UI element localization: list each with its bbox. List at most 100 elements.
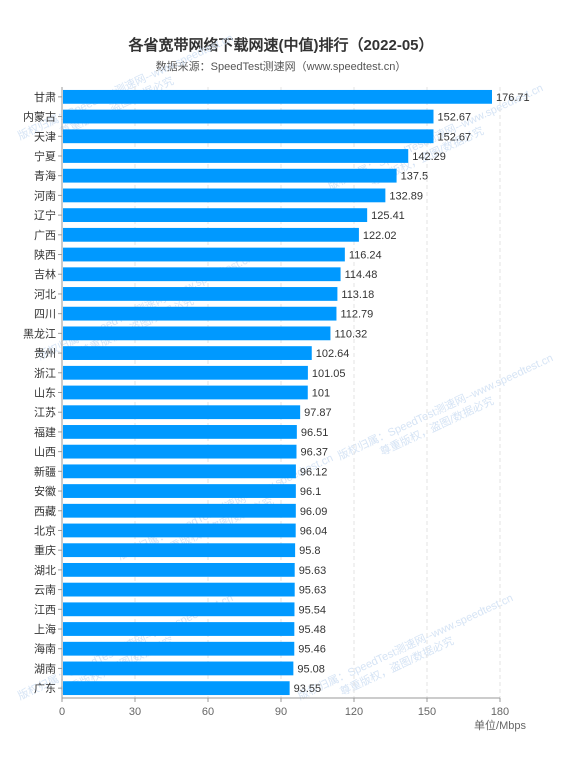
category-label: 西藏 <box>34 505 56 518</box>
bar <box>63 681 290 696</box>
bar <box>63 168 397 183</box>
bar <box>63 622 295 636</box>
category-label: 贵州 <box>34 347 56 360</box>
value-label: 95.8 <box>299 545 320 557</box>
bar <box>63 641 295 656</box>
bar <box>63 227 359 242</box>
bar <box>63 464 296 479</box>
category-label: 辽宁 <box>34 208 56 222</box>
bar <box>63 661 294 676</box>
bar <box>63 503 296 518</box>
x-tick-label: 180 <box>491 706 509 718</box>
value-label: 112.79 <box>340 309 373 321</box>
bar <box>63 405 301 420</box>
category-label: 内蒙古 <box>23 110 56 124</box>
bar <box>63 346 312 360</box>
category-label: 广西 <box>34 229 56 242</box>
chart-title: 各省宽带网络下载网速(中值)排行（2022-05） <box>128 37 434 54</box>
value-label: 125.41 <box>371 210 405 222</box>
bar <box>63 188 386 203</box>
value-label: 132.89 <box>389 190 423 202</box>
bar <box>63 208 368 223</box>
x-tick-label: 60 <box>202 706 214 718</box>
bar <box>63 425 297 439</box>
value-label: 142.29 <box>412 151 446 163</box>
category-label: 陕西 <box>34 248 56 262</box>
value-label: 95.63 <box>299 565 327 577</box>
bar <box>63 484 296 498</box>
category-label: 北京 <box>34 523 56 537</box>
value-label: 96.04 <box>300 525 328 537</box>
x-axis-title: 单位/Mbps <box>474 718 526 732</box>
category-label: 青海 <box>34 169 56 183</box>
watermark-line: 版权归属：SpeedTest测速网--www.speedtest.cn <box>295 590 515 702</box>
x-tick-label: 120 <box>345 706 363 718</box>
x-tick-label: 150 <box>418 706 436 718</box>
value-label: 97.87 <box>304 407 332 419</box>
bar <box>63 326 331 341</box>
value-label: 113.18 <box>341 289 374 301</box>
bar <box>63 523 296 538</box>
category-label: 重庆 <box>34 543 56 557</box>
value-label: 95.08 <box>297 663 325 675</box>
x-tick-label: 30 <box>129 706 141 718</box>
bar <box>63 267 341 282</box>
category-label: 山东 <box>34 387 56 400</box>
value-label: 122.02 <box>363 230 397 242</box>
bar <box>63 562 295 577</box>
value-label: 95.54 <box>298 604 326 616</box>
x-tick-label: 0 <box>59 706 65 718</box>
value-label: 96.37 <box>301 447 329 459</box>
bar <box>63 149 409 163</box>
bar <box>63 109 434 124</box>
category-label: 湖南 <box>34 662 56 675</box>
category-label: 云南 <box>34 584 56 597</box>
bar <box>63 365 308 380</box>
watermark-line: 版权归属：SpeedTest测速网--www.speedtest.cn <box>35 250 255 362</box>
category-label: 新疆 <box>34 464 56 478</box>
value-label: 102.64 <box>316 348 350 360</box>
bars: 176.71 152.67 152.67 142.29 137.5 132.89 125.4… <box>63 89 530 696</box>
watermark-stamp: 版权归属：SpeedTest测速网--www.speedtest.cn尊重版权，… <box>335 350 555 462</box>
value-label: 95.48 <box>298 624 326 636</box>
x-tick-label: 90 <box>275 706 287 718</box>
value-label: 110.32 <box>334 328 367 340</box>
value-label: 152.67 <box>437 131 471 143</box>
value-label: 96.09 <box>300 506 328 518</box>
value-label: 96.12 <box>300 466 328 478</box>
category-label: 福建 <box>34 425 56 439</box>
watermark-line: 版权归属：SpeedTest测速网--www.speedtest.cn <box>15 30 235 142</box>
value-label: 114.48 <box>345 269 378 281</box>
category-label: 湖北 <box>34 564 56 577</box>
chart-subtitle: 数据来源：SpeedTest测速网（www.speedtest.cn） <box>155 61 407 73</box>
category-label: 安徽 <box>34 484 56 498</box>
category-label: 广东 <box>34 682 56 695</box>
category-label: 黑龙江 <box>23 327 56 340</box>
category-label: 海南 <box>34 642 56 656</box>
value-label: 95.63 <box>299 585 327 597</box>
bar <box>63 247 345 262</box>
value-label: 95.46 <box>298 644 326 656</box>
value-label: 93.55 <box>294 683 322 695</box>
value-label: 96.1 <box>300 486 321 498</box>
category-label: 四川 <box>34 309 56 321</box>
bar <box>63 306 337 321</box>
bar <box>63 582 295 597</box>
category-label: 江西 <box>34 603 56 616</box>
category-label: 天津 <box>34 130 56 143</box>
category-label: 浙江 <box>34 367 56 380</box>
bar <box>63 385 308 400</box>
bar <box>63 543 296 558</box>
category-label: 河北 <box>34 288 56 301</box>
value-label: 176.71 <box>496 92 530 104</box>
category-label: 上海 <box>34 622 56 636</box>
category-label: 宁夏 <box>34 149 56 163</box>
watermark-stamp: 版权归属：SpeedTest测速网--www.speedtest.cn尊重版权，… <box>295 590 515 702</box>
category-label: 江苏 <box>34 406 56 419</box>
value-label: 101 <box>312 388 330 400</box>
category-label: 吉林 <box>34 267 56 281</box>
value-label: 116.24 <box>349 250 382 262</box>
bar <box>63 89 492 104</box>
